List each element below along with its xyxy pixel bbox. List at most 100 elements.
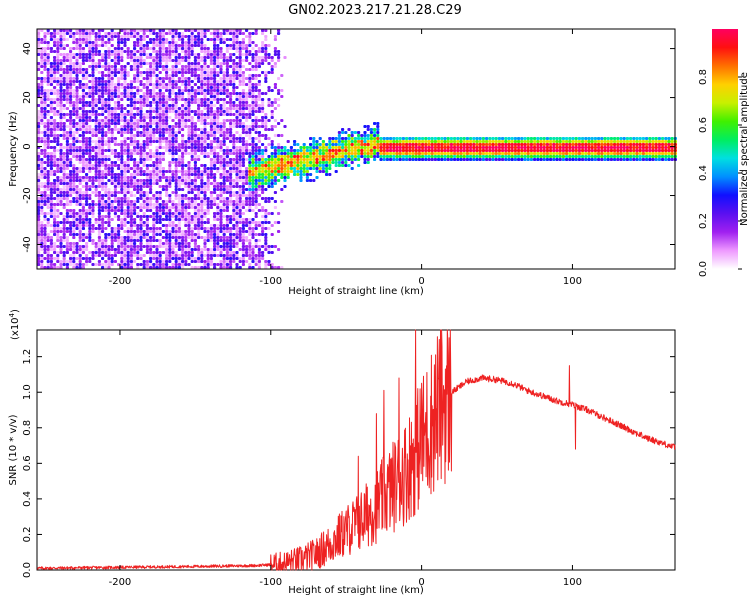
spectrogram-cell [110,161,114,164]
spectrogram-cell [56,65,60,68]
spectrogram-cell [184,251,188,254]
spectrogram-cell [235,131,239,134]
spectrogram-cell [158,44,162,47]
spectrogram-cell [251,260,255,263]
spectrogram-cell [187,119,191,122]
spectrogram-cell [120,107,124,110]
spectrogram-cell [145,185,149,188]
spectrogram-cell [219,197,223,200]
spectrogram-cell [251,200,255,203]
spectrogram-cell [216,194,220,197]
spectrogram-cell [117,107,121,110]
spectrogram-cell [238,161,242,164]
spectrogram-cell [145,125,149,128]
spectrogram-cell [149,200,153,203]
spectrogram-cell [136,233,140,236]
spectrogram-cell [219,134,223,137]
spectrogram-cell [117,59,121,62]
spectrogram-cell [123,200,127,203]
spectrogram-cell [56,113,60,116]
spectrogram-cell [117,218,121,221]
spectrogram-cell [133,182,137,185]
spectrogram-cell [136,164,140,167]
spectrogram-cell [75,221,79,224]
spectrogram-cell [241,218,245,221]
spectrogram-cell [117,113,121,116]
spectrogram-cell [270,104,274,107]
spectrogram-cell [56,92,60,95]
spectrogram-cell [78,194,82,197]
spectrogram-cell [49,245,53,248]
spectrogram-cell [110,113,114,116]
spectrogram-cell [219,110,223,113]
spectrogram-cell [190,47,194,50]
spectrogram-cell [62,206,66,209]
spectrogram-cell [158,209,162,212]
spectrogram-cell [209,50,213,53]
spectrogram-cell [241,191,245,194]
spectrogram-cell [75,158,79,161]
spectrogram-cell [177,185,181,188]
spectrogram-cell [107,137,111,140]
spectrogram-cell [94,242,98,245]
spectrogram-cell [139,161,143,164]
spectrogram-cell [126,200,130,203]
spectrogram-cell [225,230,229,233]
spectrogram-cell [347,158,351,161]
spectrogram-cell [193,68,197,71]
spectrogram-cell [350,167,354,170]
spectrogram-cell [85,188,89,191]
spectrogram-cell [107,236,111,239]
spectrogram-cell [133,140,137,143]
spectrogram-cell [161,47,165,50]
spectrogram-cell [110,32,114,35]
spectrogram-cell [200,188,204,191]
spectrogram-cell [97,164,101,167]
spectrogram-cell [280,173,284,176]
spectrogram-cell [277,155,281,158]
spectrogram-cell [113,215,117,218]
spectrogram-cell [142,230,146,233]
spectrogram-cell [168,56,172,59]
spectrogram-cell [49,167,53,170]
spectrogram-cell [165,95,169,98]
spectrogram-cell [69,47,73,50]
spectrogram-cell [155,128,159,131]
spectrogram-cell [37,215,41,218]
spectrogram-cell [206,83,210,86]
spectrogram-cell [193,170,197,173]
spectrogram-cell [277,56,281,59]
spectrogram-cell [203,119,207,122]
spectrogram-cell [142,101,146,104]
spectrogram-cell [261,167,265,170]
spectrogram-cell [171,245,175,248]
spectrogram-cell [264,167,268,170]
spectrogram-cell [197,185,201,188]
spectrogram-cell [187,230,191,233]
spectrogram-cell [225,227,229,230]
spectrogram-cell [229,59,233,62]
spectrogram-cell [165,182,169,185]
spectrogram-cell [213,131,217,134]
spectrogram-cell [181,161,185,164]
spectrogram-cell [302,164,306,167]
spectrogram-cell [254,212,258,215]
spectrogram-cell [174,35,178,38]
spectrogram-cell [59,266,63,269]
spectrogram-cell [270,68,274,71]
spectrogram-cell [126,266,130,269]
spectrogram-cell [219,236,223,239]
spectrogram-cell [197,176,201,179]
spectrogram-cell [136,254,140,257]
spectrogram-cell [197,65,201,68]
spectrogram-cell [321,146,325,149]
spectrogram-cell [238,134,242,137]
spectrogram-cell [91,74,95,77]
spectrogram-cell [229,203,233,206]
spectrogram-cell [261,92,265,95]
spectrogram-cell [78,215,82,218]
spectrogram-cell [53,170,57,173]
spectrogram-cell [238,44,242,47]
spectrogram-cell [241,95,245,98]
spectrogram-cell [91,176,95,179]
